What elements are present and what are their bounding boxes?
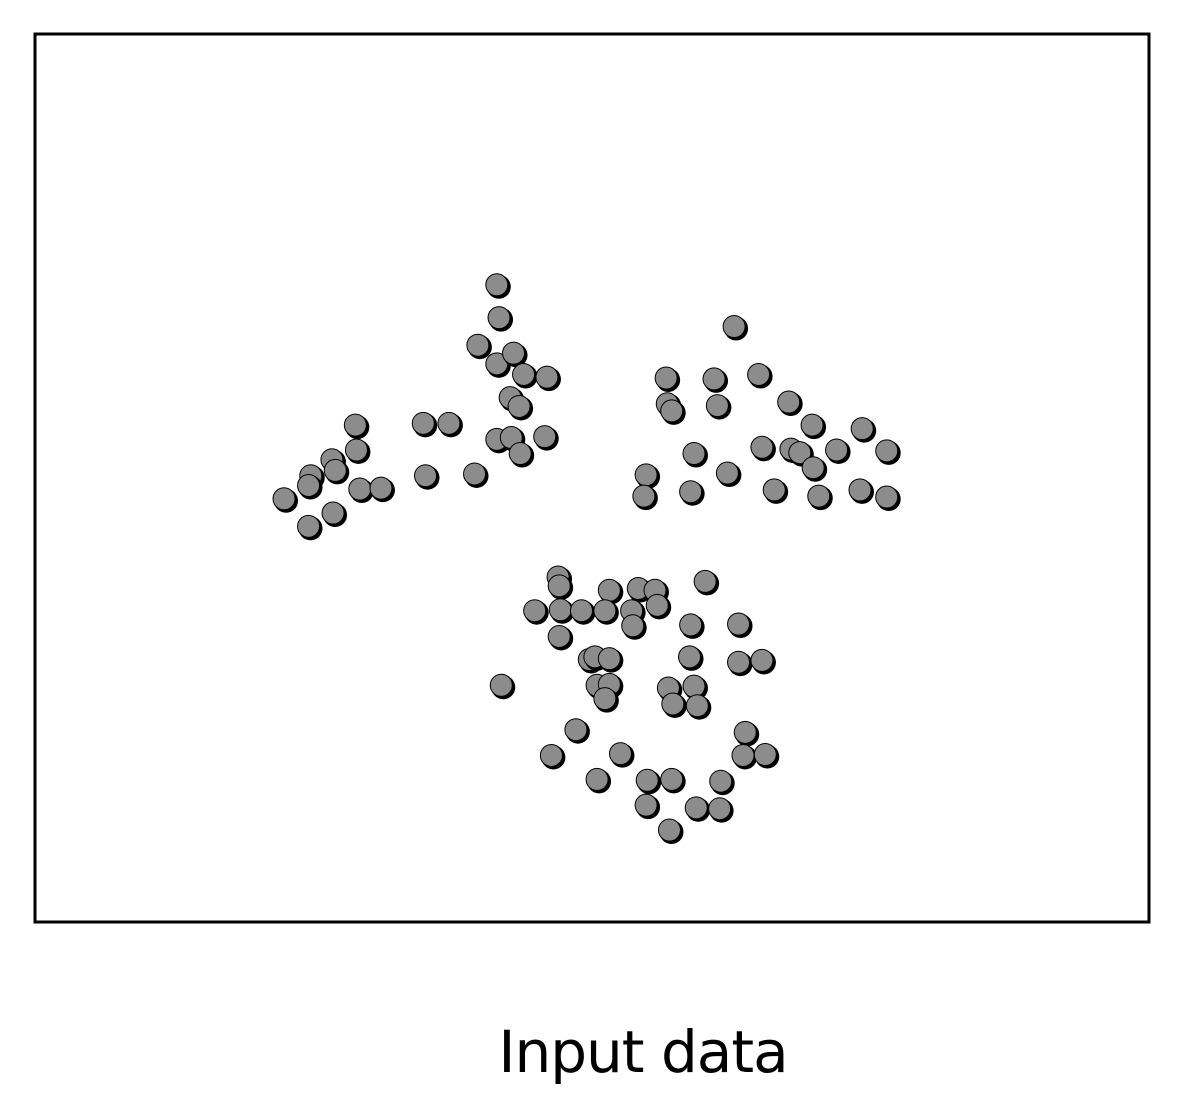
scatter-point	[463, 462, 489, 488]
scatter-point	[608, 742, 635, 768]
scatter-point	[850, 417, 877, 443]
scatter-point	[753, 743, 780, 769]
scatter-point	[747, 362, 773, 389]
scatter-point	[343, 413, 370, 440]
scatter-point	[593, 599, 619, 625]
scatter-point	[708, 797, 734, 823]
scatter-point	[485, 352, 511, 378]
scatter-point	[685, 694, 712, 720]
scatter-point	[875, 485, 901, 512]
scatter-point	[508, 442, 535, 468]
scatter-point	[348, 477, 374, 504]
scatter-point	[597, 578, 624, 605]
scatter-point	[750, 435, 776, 462]
scatter-point	[535, 365, 561, 392]
scatter-point	[297, 514, 323, 541]
scatter-point	[597, 647, 624, 673]
scatter-point	[539, 743, 566, 770]
scatter-point	[564, 718, 590, 744]
scatter-point	[722, 315, 749, 341]
scatter-point	[634, 463, 661, 489]
scatter-point	[585, 767, 612, 794]
scatter-point	[437, 411, 463, 438]
scatter-point	[414, 464, 440, 490]
scatter-point	[848, 478, 874, 504]
scatter-point	[487, 306, 514, 332]
scatter-point	[800, 413, 827, 440]
scatter-point	[660, 399, 686, 425]
scatter-point	[693, 569, 720, 596]
scatter-point	[621, 614, 647, 640]
scatter-point	[657, 818, 684, 845]
scatter-point	[682, 442, 708, 468]
scatter-point	[272, 487, 299, 513]
scatter-point	[569, 599, 596, 625]
scatter-point	[678, 645, 704, 671]
scatter-point	[684, 796, 711, 822]
scatter-point	[727, 612, 753, 639]
scatter-point	[733, 720, 760, 747]
scatter-point	[323, 458, 350, 485]
scatter-point	[512, 362, 538, 389]
scatter-point	[411, 411, 438, 438]
scatter-point	[485, 273, 511, 299]
scatter-point	[466, 333, 492, 360]
scatter-point	[807, 484, 833, 511]
scatter-point	[489, 673, 516, 700]
scatter-point	[661, 692, 687, 718]
scatter-point	[705, 394, 732, 420]
scatter-point	[297, 473, 323, 500]
scatter-point	[533, 425, 559, 451]
scatter-point	[547, 574, 574, 600]
scatter-point	[679, 480, 705, 506]
scatter-point	[548, 598, 575, 624]
scatter-point	[523, 599, 549, 625]
scatter-point	[750, 648, 776, 675]
scatter-point	[715, 461, 742, 488]
scatter-point	[875, 439, 901, 465]
scatter-point	[709, 769, 735, 796]
scatter-point	[731, 743, 758, 770]
scatter-point	[762, 478, 789, 504]
scatter-point	[654, 366, 681, 393]
scatter-point	[660, 767, 686, 794]
chart-caption: Input data	[498, 1018, 788, 1086]
scatter-point	[825, 438, 851, 464]
scatter-point	[344, 438, 371, 464]
scatter-point	[635, 768, 662, 795]
scatter-point	[507, 394, 534, 421]
scatter-chart	[33, 32, 1151, 924]
scatter-point	[777, 390, 803, 417]
scatter-point	[321, 501, 348, 528]
scatter-point	[727, 650, 753, 677]
scatter-point	[632, 484, 658, 511]
scatter-point	[645, 593, 672, 620]
scatter-point	[634, 793, 661, 820]
scatter-point	[593, 687, 619, 713]
data-points	[272, 273, 901, 845]
scatter-point	[679, 613, 705, 639]
scatter-point	[801, 456, 828, 482]
scatter-point	[369, 476, 395, 503]
scatter-point	[702, 367, 729, 393]
scatter-point	[502, 341, 528, 368]
scatter-point	[547, 624, 574, 651]
